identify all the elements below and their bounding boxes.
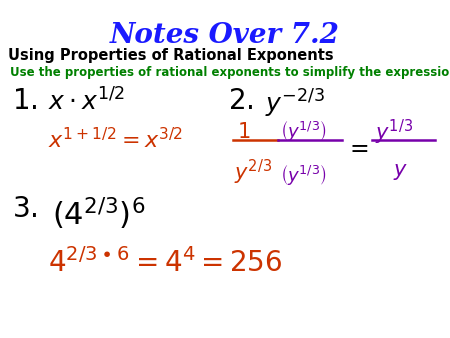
Text: $4^{2/3 \bullet 6} = 4^{4} = 256$: $4^{2/3 \bullet 6} = 4^{4} = 256$ <box>48 248 283 278</box>
Text: $2.$: $2.$ <box>228 88 253 115</box>
Text: $1$: $1$ <box>237 122 250 142</box>
Text: $=$: $=$ <box>345 137 369 160</box>
Text: $1.$: $1.$ <box>12 88 37 115</box>
Text: $y^{-2/3}$: $y^{-2/3}$ <box>265 88 325 120</box>
Text: $y$: $y$ <box>393 162 408 182</box>
Text: $\left(4^{2/3}\right)^{6}$: $\left(4^{2/3}\right)^{6}$ <box>52 196 145 233</box>
Text: $\left(y^{1/3}\right)$: $\left(y^{1/3}\right)$ <box>280 118 327 143</box>
Text: $y^{1/3}$: $y^{1/3}$ <box>375 118 413 147</box>
Text: $\left(y^{1/3}\right)$: $\left(y^{1/3}\right)$ <box>280 162 327 187</box>
Text: $x^{1+1/2} = x^{3/2}$: $x^{1+1/2} = x^{3/2}$ <box>48 128 183 153</box>
Text: $y^{2/3}$: $y^{2/3}$ <box>234 158 272 187</box>
Text: Use the properties of rational exponents to simplify the expression.: Use the properties of rational exponents… <box>10 66 450 79</box>
Text: $x \cdot x^{1/2}$: $x \cdot x^{1/2}$ <box>48 88 125 115</box>
Text: Using Properties of Rational Exponents: Using Properties of Rational Exponents <box>8 48 333 63</box>
Text: $3.$: $3.$ <box>12 196 37 223</box>
Text: Notes Over 7.2: Notes Over 7.2 <box>110 22 340 49</box>
